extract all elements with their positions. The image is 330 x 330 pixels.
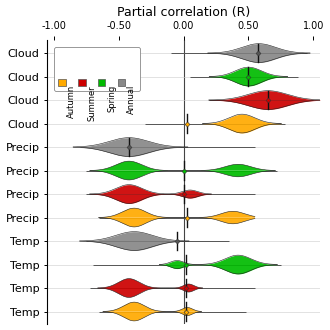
X-axis label: Partial correlation (R): Partial correlation (R) bbox=[117, 6, 250, 18]
Legend: Autumn, Summer, Spring, Annual: Autumn, Summer, Spring, Annual bbox=[54, 47, 140, 91]
